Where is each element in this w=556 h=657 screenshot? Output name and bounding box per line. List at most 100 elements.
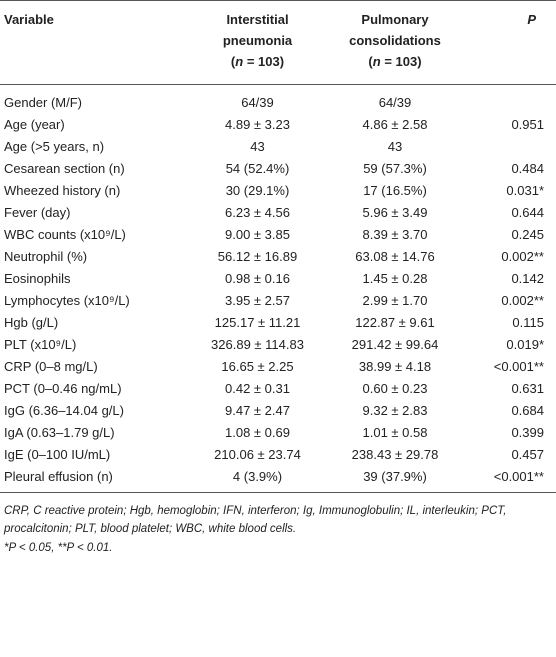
header-interstitial-line1: Interstitial — [226, 12, 289, 27]
cell-p-value: 0.631 — [511, 381, 544, 396]
cell-p-value: 0.031* — [506, 183, 544, 198]
table-row: Pleural effusion (n) 4 (3.9%) 39 (37.9%) <0… — [0, 466, 556, 493]
table-row: Neutrophil (%) 56.12 ± 16.89 63.08 ± 14.76… — [0, 246, 556, 268]
cell-pulmonary: 39 (37.9%) — [323, 466, 467, 493]
cell-pulmonary: 5.96 ± 3.49 — [362, 205, 428, 220]
header-pulmonary-consolidations: Pulmonary consolidations (n = 103) — [323, 0, 467, 85]
table-row: Eosinophils 0.98 ± 0.16 1.45 ± 0.28 0.142 — [0, 268, 556, 290]
cell-variable: PCT (0–0.46 ng/mL) — [4, 381, 122, 396]
table-row: IgA (0.63–1.79 g/L) 1.08 ± 0.69 1.01 ± 0.5… — [0, 422, 556, 444]
cell-variable: Cesarean section (n) — [4, 161, 125, 176]
header-variable: Variable — [0, 0, 192, 85]
cell-interstitial: 9.47 ± 2.47 — [225, 403, 290, 418]
cell-p-value: 0.644 — [511, 205, 544, 220]
cell-pulmonary: 17 (16.5%) — [363, 183, 427, 198]
header-pulmonary-line2: consolidations — [349, 33, 441, 48]
cell-pulmonary: 122.87 ± 9.61 — [355, 315, 435, 330]
cell-p-value: 0.951 — [511, 117, 544, 132]
table-row: WBC counts (x10⁹/L) 9.00 ± 3.85 8.39 ± 3.7… — [0, 224, 556, 246]
cell-p-value: 0.142 — [511, 271, 544, 286]
cell-interstitial: 210.06 ± 23.74 — [214, 447, 301, 462]
cell-variable: Eosinophils — [4, 271, 71, 286]
cell-pulmonary: 0.60 ± 0.23 — [362, 381, 428, 396]
cell-pulmonary: 43 — [387, 139, 403, 154]
cell-interstitial: 16.65 ± 2.25 — [221, 359, 294, 374]
cell-p-value: 0.399 — [511, 425, 544, 440]
cell-pulmonary: 63.08 ± 14.76 — [355, 249, 435, 264]
cell-p-value — [467, 136, 556, 158]
cell-p-value: 0.002** — [501, 293, 544, 308]
cell-variable: WBC counts (x10⁹/L) — [4, 227, 126, 242]
table-row: PLT (x10⁹/L) 326.89 ± 114.83 291.42 ± 99.6… — [0, 334, 556, 356]
cell-interstitial: 56.12 ± 16.89 — [217, 249, 298, 264]
cell-interstitial: 125.17 ± 11.21 — [214, 315, 301, 330]
cell-p-value: 0.115 — [512, 315, 544, 330]
cell-p-value: 0.019* — [506, 337, 544, 352]
cell-variable: CRP (0–8 mg/L) — [4, 359, 98, 374]
cell-variable: IgG (6.36–14.04 g/L) — [4, 403, 124, 418]
table-body: Gender (M/F) 64/39 64/39 Age (year) 4.89 ± 3… — [0, 85, 556, 493]
header-p-value: P — [467, 0, 556, 85]
cell-pulmonary: 1.01 ± 0.58 — [362, 425, 428, 440]
table-header: Variable Interstitial pneumonia (n = 103… — [0, 0, 556, 85]
header-interstitial-count: = 103) — [243, 54, 285, 69]
cell-variable: Wheezed history (n) — [4, 183, 121, 198]
cell-variable: PLT (x10⁹/L) — [4, 337, 77, 352]
cell-p-value — [467, 85, 556, 115]
cell-pulmonary: 291.42 ± 99.64 — [351, 337, 439, 352]
cell-pulmonary: 59 (57.3%) — [363, 161, 427, 176]
cell-pulmonary: 9.32 ± 2.83 — [362, 403, 428, 418]
table-row: Age (year) 4.89 ± 3.23 4.86 ± 2.58 0.951 — [0, 114, 556, 136]
cell-p-value: <0.001** — [493, 359, 544, 374]
cell-pulmonary: 8.39 ± 3.70 — [362, 227, 428, 242]
cell-variable: Gender (M/F) — [4, 95, 83, 110]
cell-pulmonary: 1.45 ± 0.28 — [362, 271, 428, 286]
table-row: CRP (0–8 mg/L) 16.65 ± 2.25 38.99 ± 4.18 <0… — [0, 356, 556, 378]
cell-pulmonary: 38.99 ± 4.18 — [358, 359, 432, 374]
table-row: IgG (6.36–14.04 g/L) 9.47 ± 2.47 9.32 ± 2.… — [0, 400, 556, 422]
cell-variable: Hgb (g/L) — [4, 315, 59, 330]
cell-interstitial: 54 (52.4%) — [225, 161, 290, 176]
cell-interstitial: 43 — [250, 139, 265, 154]
cell-p-value: 0.484 — [511, 161, 544, 176]
cell-interstitial: 64/39 — [241, 95, 274, 110]
table-row: Age (>5 years, n) 43 43 — [0, 136, 556, 158]
table-row: Hgb (g/L) 125.17 ± 11.21 122.87 ± 9.61 0.11… — [0, 312, 556, 334]
cell-interstitial: 6.23 ± 4.56 — [225, 205, 290, 220]
cell-interstitial: 4 (3.9%) — [192, 466, 323, 493]
cell-pulmonary: 2.99 ± 1.70 — [362, 293, 428, 308]
cell-variable: Age (year) — [4, 117, 65, 132]
table-row: Gender (M/F) 64/39 64/39 — [0, 85, 556, 115]
cell-interstitial: 1.08 ± 0.69 — [225, 425, 290, 440]
header-interstitial-n: n — [235, 54, 244, 69]
cell-variable: IgA (0.63–1.79 g/L) — [4, 425, 115, 440]
cell-p-value: 0.002** — [501, 249, 544, 264]
cell-pulmonary: 238.43 ± 29.78 — [351, 447, 439, 462]
header-interstitial-line2: pneumonia — [222, 33, 293, 48]
cell-interstitial: 3.95 ± 2.57 — [225, 293, 290, 308]
header-pulmonary-count: = 103) — [380, 54, 422, 69]
cell-interstitial: 30 (29.1%) — [225, 183, 290, 198]
table-row: IgE (0–100 IU/mL) 210.06 ± 23.74 238.43 ± … — [0, 444, 556, 466]
table-row: Fever (day) 6.23 ± 4.56 5.96 ± 3.49 0.644 — [0, 202, 556, 224]
table-row: Wheezed history (n) 30 (29.1%) 17 (16.5%) 0… — [0, 180, 556, 202]
cell-p-value: 0.684 — [511, 403, 544, 418]
cell-variable: Fever (day) — [4, 205, 71, 220]
table-row: PCT (0–0.46 ng/mL) 0.42 ± 0.31 0.60 ± 0.23… — [0, 378, 556, 400]
cell-interstitial: 0.42 ± 0.31 — [225, 381, 290, 396]
cell-variable: Age (>5 years, n) — [4, 139, 105, 154]
table-row: Cesarean section (n) 54 (52.4%) 59 (57.3%)… — [0, 158, 556, 180]
cell-variable: Neutrophil (%) — [4, 249, 88, 264]
header-pulmonary-n: n — [372, 54, 381, 69]
table-row: Lymphocytes (x10⁹/L) 3.95 ± 2.57 2.99 ± 1.… — [0, 290, 556, 312]
cell-interstitial: 0.98 ± 0.16 — [225, 271, 290, 286]
cell-pulmonary: 64/39 — [378, 95, 412, 110]
cell-interstitial: 326.89 ± 114.83 — [211, 337, 304, 352]
table-footnote: CRP, C reactive protein; Hgb, hemoglobin… — [4, 505, 507, 535]
cell-p-value: <0.001** — [467, 466, 556, 493]
data-table: Variable Interstitial pneumonia (n = 103… — [0, 0, 556, 493]
header-row: Variable Interstitial pneumonia (n = 103… — [0, 0, 556, 85]
cell-variable: Lymphocytes (x10⁹/L) — [4, 293, 130, 308]
header-pulmonary-line1: Pulmonary — [361, 12, 429, 27]
